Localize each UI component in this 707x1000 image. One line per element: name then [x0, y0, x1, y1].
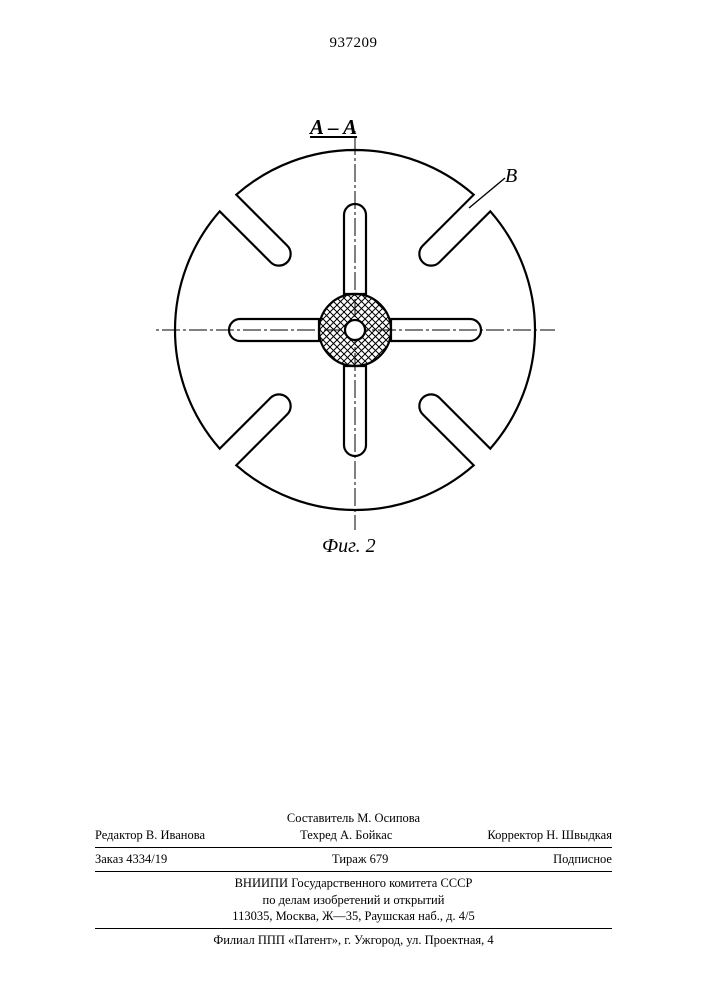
page-number: 937209: [0, 35, 707, 52]
compiler: Составитель М. Осипова: [95, 810, 612, 827]
order: Заказ 4334/19: [95, 851, 167, 868]
org-line-2: по делам изобретений и открытий: [95, 892, 612, 909]
callout-b-leader: [469, 178, 505, 208]
corrector: Корректор Н. Швыдкая: [487, 827, 612, 844]
figure-caption: Фиг. 2: [322, 535, 376, 558]
divider: [95, 847, 612, 848]
tirage: Тираж 679: [332, 851, 388, 868]
editor: Редактор В. Иванова: [95, 827, 205, 844]
hub: [319, 294, 391, 366]
org-line-1: ВНИИПИ Государственного комитета СССР: [95, 875, 612, 892]
address-2: Филиал ППП «Патент», г. Ужгород, ул. Про…: [95, 932, 612, 949]
colophon: Составитель М. Осипова Редактор В. Ивано…: [95, 810, 612, 949]
divider: [95, 928, 612, 929]
figure-diagram: [155, 130, 555, 530]
divider: [95, 871, 612, 872]
subscription: Подписное: [553, 851, 612, 868]
address-1: 113035, Москва, Ж—35, Раушская наб., д. …: [95, 908, 612, 925]
tech-editor: Техред А. Бойкас: [300, 827, 392, 844]
